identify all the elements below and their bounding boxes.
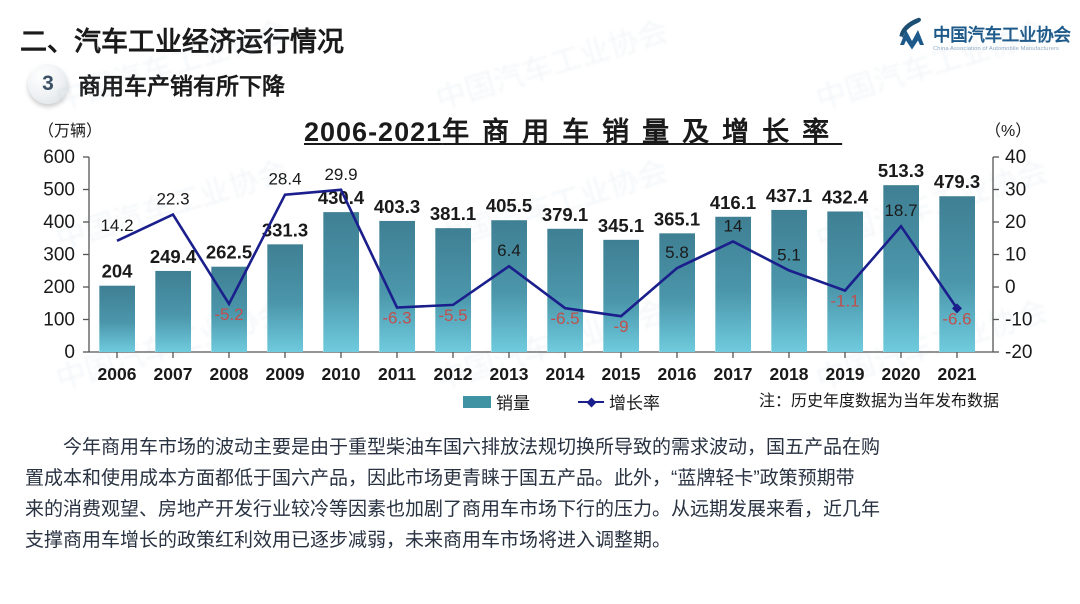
svg-text:2010: 2010: [322, 364, 361, 384]
svg-text:29.9: 29.9: [324, 165, 357, 184]
svg-text:10: 10: [1005, 245, 1026, 266]
svg-text:2021: 2021: [938, 364, 977, 384]
svg-text:400: 400: [43, 212, 75, 233]
svg-text:-9: -9: [613, 317, 628, 336]
svg-text:0: 0: [1005, 277, 1016, 298]
svg-text:5.1: 5.1: [777, 245, 801, 264]
svg-text:2018: 2018: [770, 364, 809, 384]
svg-text:2020: 2020: [882, 364, 921, 384]
svg-text:6.4: 6.4: [497, 241, 521, 260]
svg-text:2016: 2016: [658, 364, 697, 384]
svg-text:600: 600: [43, 147, 75, 168]
svg-text:28.4: 28.4: [268, 170, 301, 189]
svg-text:-6.5: -6.5: [550, 309, 579, 328]
svg-text:30: 30: [1005, 180, 1026, 201]
svg-text:22.3: 22.3: [156, 190, 189, 209]
svg-text:249.4: 249.4: [150, 246, 197, 267]
svg-text:204: 204: [102, 261, 134, 282]
svg-text:2012: 2012: [434, 364, 473, 384]
svg-text:中国汽车工业协会: 中国汽车工业协会: [812, 15, 1051, 117]
svg-text:2011: 2011: [378, 364, 416, 384]
svg-text:365.1: 365.1: [654, 208, 700, 229]
svg-text:-10: -10: [1005, 310, 1032, 331]
svg-text:-6.3: -6.3: [382, 309, 411, 328]
svg-text:2006: 2006: [98, 364, 137, 384]
svg-text:432.4: 432.4: [822, 187, 869, 208]
svg-text:2014: 2014: [546, 364, 585, 384]
svg-text:2015: 2015: [602, 364, 641, 384]
svg-text:-5.2: -5.2: [214, 305, 243, 324]
svg-text:0: 0: [64, 342, 75, 363]
svg-text:14: 14: [724, 217, 743, 236]
svg-text:5.8: 5.8: [665, 243, 689, 262]
svg-text:479.3: 479.3: [934, 171, 980, 192]
svg-text:300: 300: [43, 245, 75, 266]
svg-text:14.2: 14.2: [100, 216, 133, 235]
svg-text:-20: -20: [1005, 342, 1032, 363]
svg-text:中国汽车工业协会: 中国汽车工业协会: [52, 15, 291, 117]
svg-text:-1.1: -1.1: [830, 292, 859, 311]
svg-text:262.5: 262.5: [206, 242, 252, 263]
svg-text:-5.5: -5.5: [438, 306, 467, 325]
svg-text:中国汽车工业协会: 中国汽车工业协会: [432, 15, 671, 117]
svg-text:40: 40: [1005, 147, 1026, 168]
svg-text:345.1: 345.1: [598, 215, 644, 236]
svg-text:381.1: 381.1: [430, 203, 476, 224]
svg-text:2007: 2007: [154, 364, 193, 384]
svg-text:18.7: 18.7: [884, 201, 917, 220]
svg-text:379.1: 379.1: [542, 204, 588, 225]
svg-text:2013: 2013: [490, 364, 529, 384]
svg-text:100: 100: [43, 310, 75, 331]
svg-text:513.3: 513.3: [878, 160, 924, 181]
svg-text:403.3: 403.3: [374, 196, 420, 217]
svg-text:416.1: 416.1: [710, 192, 756, 213]
svg-text:437.1: 437.1: [766, 185, 812, 206]
svg-text:200: 200: [43, 277, 75, 298]
svg-text:20: 20: [1005, 212, 1026, 233]
svg-text:500: 500: [43, 180, 75, 201]
svg-text:405.5: 405.5: [486, 195, 532, 216]
svg-text:2019: 2019: [826, 364, 865, 384]
svg-text:2009: 2009: [266, 364, 305, 384]
svg-text:2008: 2008: [210, 364, 249, 384]
svg-text:331.3: 331.3: [262, 219, 308, 240]
svg-text:2017: 2017: [714, 364, 753, 384]
